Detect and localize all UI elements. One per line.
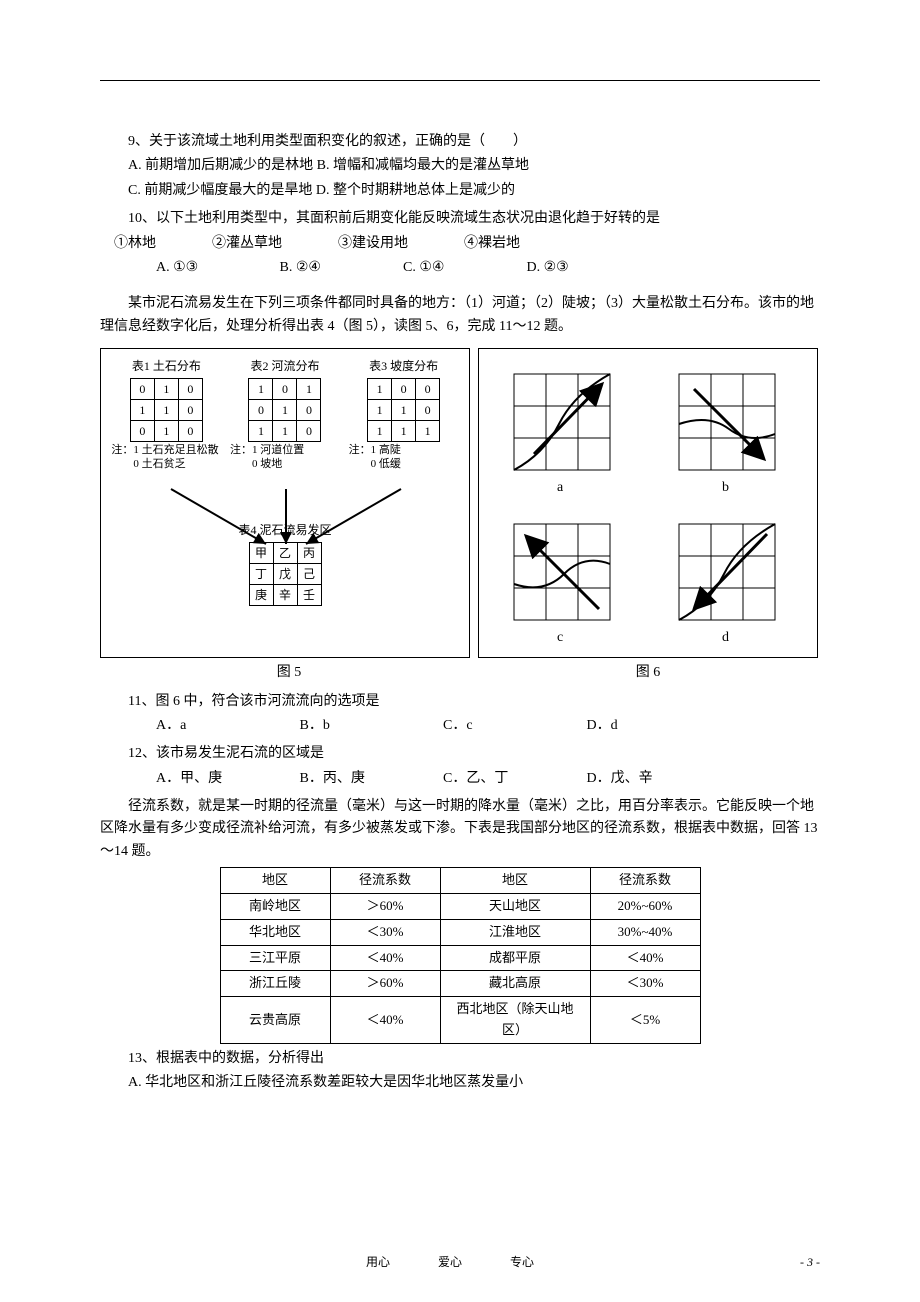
- q10-opt-d: D. ②③: [527, 257, 647, 279]
- q9-opt-b: B. 增幅和减幅均最大的是灌丛草地: [317, 158, 529, 173]
- footer-center: 用心爱心专心: [100, 1253, 800, 1272]
- fig6-label-a: a: [557, 477, 563, 499]
- q11-stem: 11、图 6 中，符合该市河流流向的选项是: [100, 691, 820, 713]
- table1-grid: 010 110 010: [130, 378, 203, 442]
- rt-h3: 径流系数: [590, 868, 700, 894]
- table-row: 浙江丘陵＞60%藏北高原＜30%: [220, 971, 700, 997]
- intro-11-12: 某市泥石流易发生在下列三项条件都同时具备的地方：（1）河道；（2）陡坡；（3）大…: [100, 293, 820, 338]
- q9-opts-ab: A. 前期增加后期减少的是林地 B. 增幅和减幅均最大的是灌丛草地: [100, 155, 820, 177]
- table2-title: 表2 河流分布: [248, 357, 321, 376]
- q13-stem: 13、根据表中的数据，分析得出: [100, 1048, 820, 1070]
- page-footer: 用心爱心专心 - 3 -: [100, 1253, 820, 1272]
- q10-opt-c: C. ①④: [403, 257, 523, 279]
- runoff-table: 地区 径流系数 地区 径流系数 南岭地区＞60%天山地区20%~60% 华北地区…: [220, 867, 701, 1044]
- table-row: 三江平原＜40%成都平原＜40%: [220, 945, 700, 971]
- q13-opt-a: A. 华北地区和浙江丘陵径流系数差距较大是因华北地区蒸发量小: [100, 1072, 820, 1094]
- runoff-intro: 径流系数，就是某一时期的径流量（毫米）与这一时期的降水量（毫米）之比，用百分率表…: [100, 796, 820, 863]
- table2-grid: 101 010 110: [248, 378, 321, 442]
- q10-stem: 10、以下土地利用类型中，其面积前后期变化能反映流域生态状况由退化趋于好转的是: [100, 208, 820, 230]
- page-number: - 3 -: [800, 1253, 820, 1272]
- table3: 表3 坡度分布 100 110 111: [367, 357, 440, 442]
- q9-stem: 9、关于该流域土地利用类型面积变化的叙述，正确的是（ ）: [100, 131, 820, 153]
- figure-captions: 图 5 图 6: [100, 662, 820, 684]
- q9-opts-cd: C. 前期减少幅度最大的是旱地 D. 整个时期耕地总体上是减少的: [100, 180, 820, 202]
- fig6-label-d: d: [722, 627, 729, 649]
- note2: 注：1 河道位置 0 坡地: [230, 444, 340, 470]
- q9-opt-d: D. 整个时期耕地总体上是减少的: [316, 183, 515, 198]
- q12-opt-a: A．甲、庚: [128, 768, 268, 790]
- q11-opts: A．a B．b C．c D．d: [100, 715, 820, 737]
- question-12: 12、该市易发生泥石流的区域是 A．甲、庚 B．丙、庚 C．乙、丁 D．戊、辛: [100, 743, 820, 790]
- q12-opt-b: B．丙、庚: [272, 768, 412, 790]
- q11-opt-a: A．a: [128, 715, 268, 737]
- q9-opt-a: A. 前期增加后期减少的是林地: [128, 158, 313, 173]
- table4: 表4 泥石流易发区 甲乙丙 丁戊己 庚辛壬: [107, 521, 463, 606]
- table-row: 云贵高原＜40%西北地区（除天山地区）＜5%: [220, 997, 700, 1044]
- table3-grid: 100 110 111: [367, 378, 440, 442]
- rt-h2: 地区: [440, 868, 590, 894]
- fig6-svg: [479, 349, 819, 659]
- q10-opt-b: B. ②④: [280, 257, 400, 279]
- fig6-label-c: c: [557, 627, 563, 649]
- q11-opt-c: C．c: [415, 715, 555, 737]
- q12-opt-d: D．戊、辛: [559, 768, 699, 790]
- q11-opt-d: D．d: [559, 715, 699, 737]
- fig6-caption: 图 6: [478, 662, 818, 684]
- q11-opt-b: B．b: [272, 715, 412, 737]
- figures-row: 表1 土石分布 010 110 010 表2 河流分布 101 010 110 …: [100, 348, 820, 658]
- question-13: 13、根据表中的数据，分析得出 A. 华北地区和浙江丘陵径流系数差距较大是因华北…: [100, 1048, 820, 1095]
- question-11: 11、图 6 中，符合该市河流流向的选项是 A．a B．b C．c D．d: [100, 691, 820, 738]
- table-row: 华北地区＜30%江淮地区30%~40%: [220, 919, 700, 945]
- note3: 注：1 高陡 0 低缓: [349, 444, 459, 470]
- fig5-caption: 图 5: [100, 662, 478, 684]
- table1-title: 表1 土石分布: [130, 357, 203, 376]
- note1: 注：1 土石充足且松散 0 土石贫乏: [111, 444, 221, 470]
- table3-title: 表3 坡度分布: [367, 357, 440, 376]
- table1: 表1 土石分布 010 110 010: [130, 357, 203, 442]
- q10-opt-a: A. ①③: [156, 257, 276, 279]
- table-row: 南岭地区＞60%天山地区20%~60%: [220, 894, 700, 920]
- rt-h1: 径流系数: [330, 868, 440, 894]
- figure-5: 表1 土石分布 010 110 010 表2 河流分布 101 010 110 …: [100, 348, 470, 658]
- table4-grid: 甲乙丙 丁戊己 庚辛壬: [249, 542, 322, 606]
- question-10: 10、以下土地利用类型中，其面积前后期变化能反映流域生态状况由退化趋于好转的是 …: [100, 208, 820, 279]
- table4-title: 表4 泥石流易发区: [107, 521, 463, 540]
- table2: 表2 河流分布 101 010 110: [248, 357, 321, 442]
- rt-h0: 地区: [220, 868, 330, 894]
- question-9: 9、关于该流域土地利用类型面积变化的叙述，正确的是（ ） A. 前期增加后期减少…: [100, 131, 820, 202]
- q12-opt-c: C．乙、丁: [415, 768, 555, 790]
- fig6-label-b: b: [722, 477, 729, 499]
- q12-stem: 12、该市易发生泥石流的区域是: [100, 743, 820, 765]
- q9-opt-c: C. 前期减少幅度最大的是旱地: [128, 183, 312, 198]
- q10-numbered-opts: ①林地 ②灌丛草地 ③建设用地 ④裸岩地: [100, 233, 820, 255]
- figure-6: a b c d: [478, 348, 818, 658]
- q12-opts: A．甲、庚 B．丙、庚 C．乙、丁 D．戊、辛: [100, 768, 820, 790]
- top-rule: [100, 80, 820, 81]
- q10-letter-opts: A. ①③ B. ②④ C. ①④ D. ②③: [100, 257, 820, 279]
